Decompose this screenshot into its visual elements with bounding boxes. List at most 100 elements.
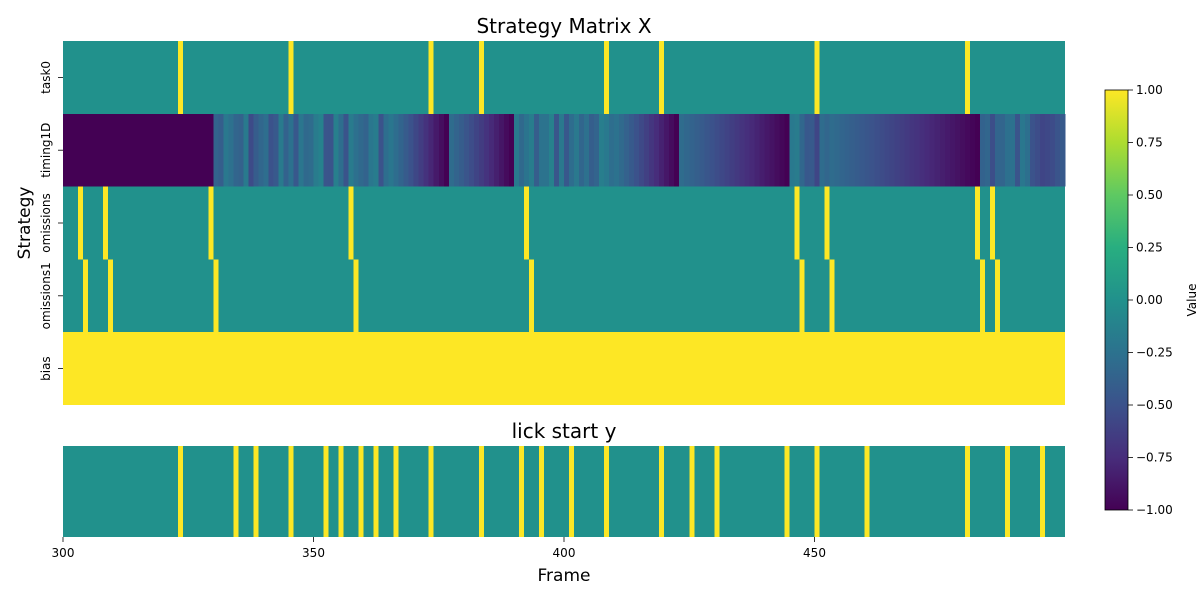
colorbar-tick-label: −0.25 <box>1136 346 1173 360</box>
timing1D-cell <box>934 113 941 187</box>
lick-spike <box>253 446 259 537</box>
timing1D-cell <box>564 113 570 187</box>
lick-spike <box>569 446 575 537</box>
timing1D-cell <box>664 113 670 187</box>
timing1D-cell <box>704 113 710 187</box>
task0-spike <box>428 41 434 114</box>
lick-spike <box>288 446 294 537</box>
timing1D-cell <box>874 113 880 187</box>
strategy-heatmap <box>63 41 1066 405</box>
x-tick-300: 300 <box>52 546 75 560</box>
lick-spike <box>323 446 329 537</box>
row-label-timing1D: timing1D <box>39 123 53 178</box>
timing1D-cell <box>894 113 900 187</box>
timing1D-cell <box>964 113 971 187</box>
timing1D-cell <box>1019 113 1026 187</box>
omissions-spike <box>208 186 214 260</box>
timing1D-cell <box>794 113 800 187</box>
lick-spike <box>689 446 695 537</box>
lick-spike <box>373 446 379 537</box>
timing1D-cell <box>654 113 660 187</box>
lick-spike <box>178 446 184 537</box>
timing1D-cell <box>418 113 425 187</box>
timing1D-cell <box>1044 113 1051 187</box>
timing1D-cell <box>548 113 555 187</box>
timing1D-cell <box>448 113 455 187</box>
timing1D-cell <box>68 113 74 187</box>
timing1D-cell <box>694 113 700 187</box>
omissions1-spike <box>829 259 835 333</box>
timing1D-cell <box>478 113 485 187</box>
timing1D-cell <box>303 113 309 187</box>
timing1D-cell <box>358 113 364 187</box>
timing1D-cell <box>839 113 845 187</box>
timing1D-cell <box>363 113 369 187</box>
timing1D-cell <box>739 113 745 187</box>
lick-spike <box>233 446 239 537</box>
timing1D-cell <box>584 113 590 187</box>
timing1D-cell <box>523 113 530 187</box>
timing1D-cell <box>749 113 755 187</box>
omissions1-spike <box>353 259 359 333</box>
timing1D-cell <box>473 113 480 187</box>
timing1D-cell <box>879 113 885 187</box>
timing1D-cell <box>378 113 384 187</box>
timing1D-cell <box>468 113 475 187</box>
timing1D-cell <box>318 113 324 187</box>
timing1D-cell <box>93 113 99 187</box>
omissions1-spike <box>979 259 985 333</box>
timing1D-cell <box>208 113 214 187</box>
timing1D-cell <box>118 113 124 187</box>
lick-spike <box>1004 446 1010 537</box>
timing1D-cell <box>624 113 630 187</box>
timing1D-cell <box>769 113 775 187</box>
timing1D-cell <box>999 113 1006 187</box>
timing1D-cell <box>589 113 595 187</box>
timing1D-cell <box>674 113 680 187</box>
x-tick-400: 400 <box>553 546 576 560</box>
timing1D-cell <box>614 113 620 187</box>
timing1D-cell <box>829 113 835 187</box>
timing1D-cell <box>293 113 299 187</box>
omissions1-spike <box>994 259 1000 333</box>
timing1D-cell <box>388 113 394 187</box>
timing1D-cell <box>158 113 164 187</box>
timing1D-cell <box>569 113 575 187</box>
timing1D-cell <box>398 113 404 187</box>
timing1D-cell <box>528 113 535 187</box>
timing1D-cell <box>213 113 219 187</box>
timing1D-cell <box>1039 113 1046 187</box>
timing1D-cell <box>288 113 294 187</box>
x-axis-label: Frame <box>538 566 591 586</box>
colorbar <box>1104 89 1129 511</box>
task0-spike <box>288 41 294 114</box>
timing1D-cell <box>273 113 279 187</box>
timing1D-cell <box>679 113 685 187</box>
timing1D-cell <box>734 113 740 187</box>
timing1D-cell <box>148 113 154 187</box>
timing1D-cell <box>844 113 850 187</box>
timing1D-cell <box>423 113 430 187</box>
colorbar-ticks: 1.00 0.75 0.50 0.25 0.00 −0.25 −0.50 −0.75 −1.00 <box>1128 83 1173 517</box>
lick-spike <box>784 446 790 537</box>
row-label-task0: task0 <box>39 61 53 94</box>
bottom-chart-title: lick start y <box>512 419 617 443</box>
timing1D-cell <box>869 113 875 187</box>
timing1D-cell <box>649 113 655 187</box>
timing1D-cell <box>73 113 79 187</box>
timing1D-cell <box>128 113 134 187</box>
timing1D-cell <box>759 113 765 187</box>
omissions1-spike <box>213 259 219 333</box>
timing1D-cell <box>98 113 104 187</box>
task0-row-bg <box>63 41 1065 114</box>
timing1D-cell <box>263 113 269 187</box>
timing1D-cell <box>258 113 264 187</box>
timing1D-cell <box>408 113 414 187</box>
timing1D-cell <box>984 113 991 187</box>
timing1D-cell <box>268 113 274 187</box>
omissions1-spike <box>528 259 534 333</box>
colorbar-tick-label: 0.00 <box>1136 293 1163 307</box>
timing1D-cell <box>283 113 289 187</box>
timing1D-cell <box>889 113 895 187</box>
row-label-omissions: omissions <box>39 193 53 252</box>
